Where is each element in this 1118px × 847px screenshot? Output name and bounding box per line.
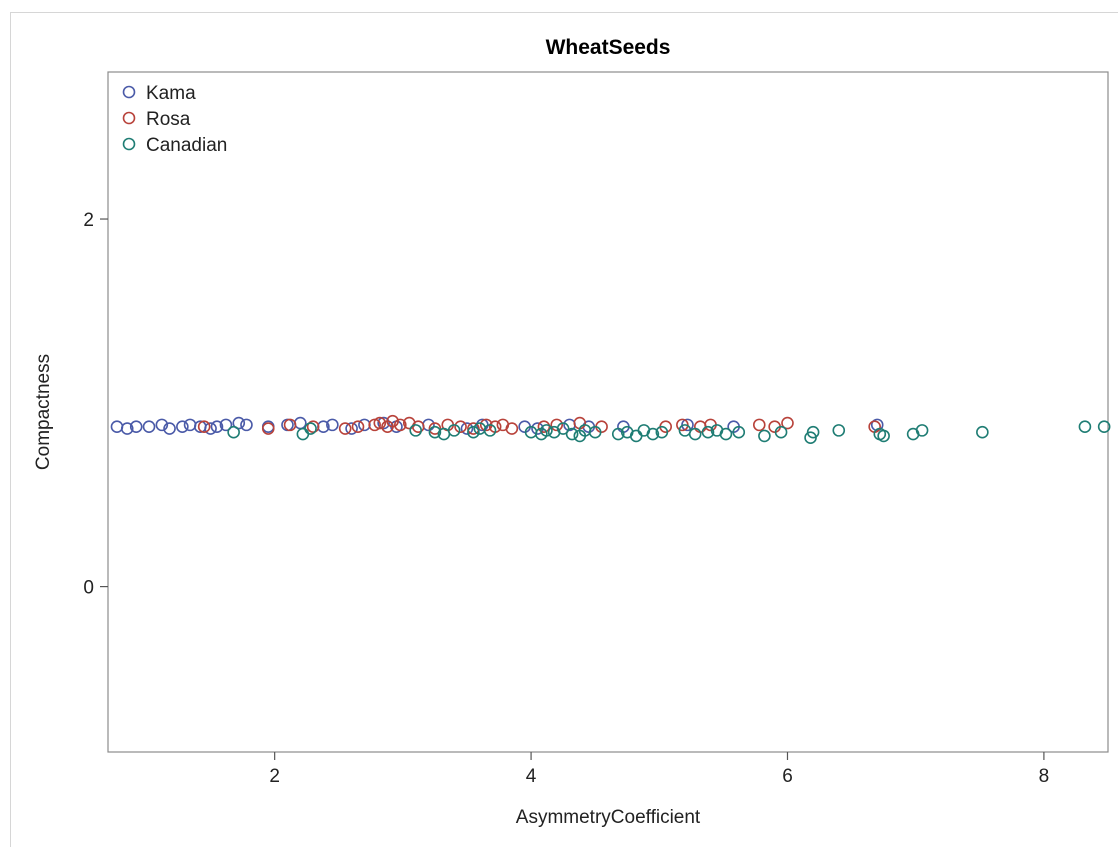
data-point — [294, 416, 307, 430]
data-point — [176, 420, 189, 434]
axis-ticks: 2 4 6 8 0 2 — [83, 210, 1049, 787]
x-tick-label: 4 — [526, 766, 537, 787]
data-point — [326, 418, 339, 432]
data-point — [422, 418, 435, 432]
data-point — [204, 422, 217, 435]
data-point — [629, 429, 643, 443]
data-point — [110, 420, 124, 434]
data-point — [232, 416, 246, 430]
data-point — [351, 420, 365, 434]
data-point — [1097, 420, 1111, 434]
data-point — [915, 424, 929, 437]
data-point — [428, 425, 442, 439]
data-point — [428, 422, 442, 435]
data-point — [877, 429, 890, 443]
data-point — [373, 416, 387, 430]
data-point — [550, 418, 564, 432]
data-point — [219, 418, 233, 432]
data-point — [240, 418, 253, 432]
data-point — [870, 418, 884, 432]
data-point — [281, 418, 294, 432]
data-points — [110, 414, 1111, 445]
data-point — [454, 420, 467, 434]
data-point — [283, 418, 297, 432]
data-point — [304, 422, 317, 435]
legend-marker-canadian — [122, 137, 136, 151]
x-tick-label: 6 — [782, 766, 793, 787]
data-point — [411, 420, 425, 434]
data-point — [377, 416, 390, 430]
series-canadian — [227, 420, 1111, 445]
data-point — [611, 427, 625, 441]
data-point — [210, 420, 224, 434]
data-point — [467, 422, 480, 435]
data-point — [588, 425, 602, 439]
data-point — [565, 427, 579, 441]
series-kama — [110, 416, 884, 435]
data-point — [120, 422, 134, 435]
data-point — [688, 427, 702, 441]
x-axis-label: AsymmetryCoefficient — [516, 807, 701, 828]
data-point — [732, 425, 746, 439]
data-point — [129, 420, 143, 434]
data-point — [197, 420, 211, 434]
legend-marker-rosa — [122, 111, 136, 125]
data-point — [781, 416, 794, 430]
y-axis-label: Compactness — [33, 354, 54, 470]
data-point — [227, 425, 240, 439]
legend-label-rosa: Rosa — [146, 109, 191, 130]
data-point — [261, 422, 275, 435]
data-point — [306, 420, 320, 434]
data-point — [368, 418, 381, 432]
x-tick-label: 8 — [1039, 766, 1050, 787]
data-point — [646, 427, 660, 441]
chart-figure: WheatSeeds 2 4 6 8 0 2 Kama Rosa Canadian Asymm… — [10, 12, 1118, 847]
data-point — [155, 418, 169, 432]
data-point — [409, 424, 422, 437]
data-point — [806, 425, 820, 439]
data-point — [483, 424, 497, 437]
data-point — [183, 418, 197, 432]
legend: Kama Rosa Canadian — [122, 83, 227, 156]
data-point — [537, 420, 551, 434]
data-point — [467, 425, 480, 439]
data-point — [1078, 420, 1092, 434]
data-point — [460, 422, 474, 435]
data-point — [719, 427, 733, 441]
data-point — [163, 422, 176, 435]
data-point — [540, 424, 553, 437]
data-point — [832, 424, 846, 437]
data-point — [556, 422, 570, 435]
data-point — [752, 418, 766, 432]
y-tick-label: 2 — [83, 210, 94, 231]
data-point — [386, 414, 399, 428]
data-point — [473, 422, 487, 435]
data-point — [701, 425, 715, 439]
legend-label-kama: Kama — [146, 83, 196, 104]
data-point — [394, 418, 407, 432]
data-point — [505, 422, 519, 435]
data-point — [345, 422, 358, 435]
data-point — [774, 425, 788, 439]
data-point — [976, 425, 989, 439]
data-point — [296, 427, 310, 441]
scatter-chart: WheatSeeds 2 4 6 8 0 2 Kama Rosa Canadian Asymm… — [33, 36, 1111, 828]
data-point — [758, 429, 771, 443]
data-point — [447, 424, 461, 437]
legend-marker-kama — [122, 85, 136, 99]
data-point — [338, 422, 352, 435]
series-rosa — [197, 414, 881, 435]
x-tick-label: 2 — [269, 766, 280, 787]
data-point — [655, 425, 669, 439]
data-point — [142, 420, 156, 434]
y-tick-label: 0 — [83, 578, 94, 599]
plot-area — [107, 71, 1109, 753]
legend-label-canadian: Canadian — [146, 135, 227, 156]
chart-title: WheatSeeds — [546, 36, 671, 59]
